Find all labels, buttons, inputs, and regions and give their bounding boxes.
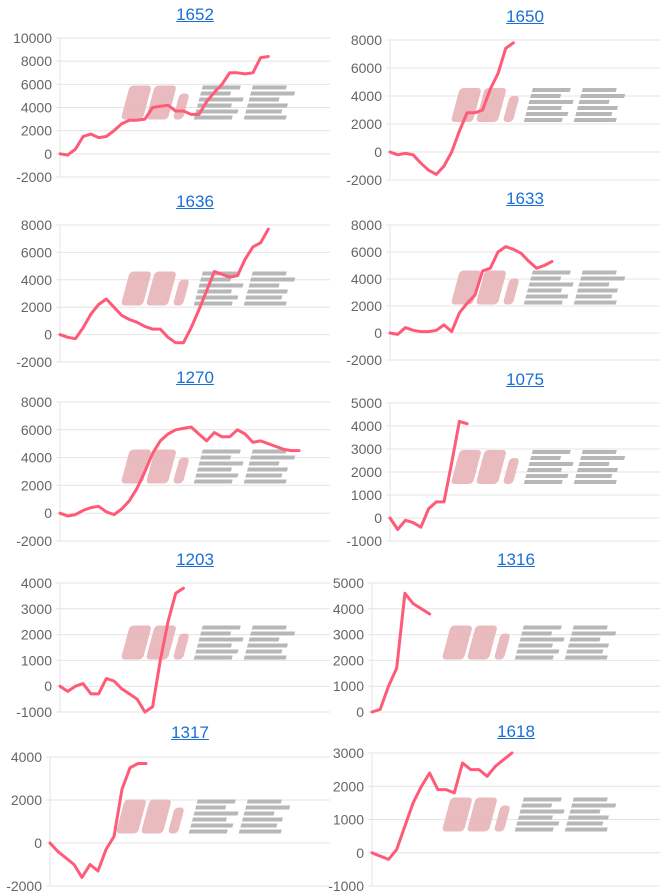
chart-title-link[interactable]: 1618 xyxy=(497,722,535,741)
chart-1317: 4000 2000 0 -2000 xyxy=(6,749,330,894)
y-tick-label: -2000 xyxy=(16,533,52,549)
y-tick-label: 2000 xyxy=(333,652,364,668)
watermark-logo xyxy=(442,625,617,660)
y-tick-label: 6000 xyxy=(351,244,382,260)
y-tick-label: 0 xyxy=(34,835,42,851)
y-tick-label: 0 xyxy=(356,845,364,861)
y-tick-label: 0 xyxy=(44,327,52,343)
chart-title-link[interactable]: 1316 xyxy=(497,550,535,569)
chart-1075: 5000 4000 3000 2000 1000 0 -1000 xyxy=(346,395,660,549)
y-tick-label: 8000 xyxy=(21,394,52,410)
series-line xyxy=(58,55,270,157)
watermark-logo xyxy=(121,449,296,484)
y-tick-label: 2000 xyxy=(351,298,382,314)
y-tick-label: 8000 xyxy=(21,217,52,233)
y-tick-label: 0 xyxy=(44,505,52,521)
watermark-logo xyxy=(451,88,626,122)
chart-title-link[interactable]: 1650 xyxy=(506,7,544,26)
chart-1203: 4000 3000 2000 1000 0 -1000 xyxy=(16,575,330,720)
y-tick-label: 2000 xyxy=(21,627,52,643)
y-tick-label: 1000 xyxy=(333,812,364,828)
y-tick-label: 3000 xyxy=(333,627,364,643)
y-tick-label: 3000 xyxy=(333,745,364,761)
y-tick-label: -2000 xyxy=(346,172,382,188)
y-tick-label: 4000 xyxy=(351,271,382,287)
chart-title-link[interactable]: 1633 xyxy=(506,189,544,208)
y-tick-label: -2000 xyxy=(6,878,42,894)
y-tick-label: 4000 xyxy=(21,272,52,288)
y-tick-label: 4000 xyxy=(333,601,364,617)
watermark-logo xyxy=(121,625,296,660)
series-line xyxy=(388,245,554,336)
y-tick-label: 1000 xyxy=(333,678,364,694)
y-tick-label: 1000 xyxy=(351,487,382,503)
y-tick-label: 0 xyxy=(374,144,382,160)
y-tick-label: 2000 xyxy=(11,792,42,808)
y-tick-label: 2000 xyxy=(21,477,52,493)
y-tick-label: 4000 xyxy=(351,418,382,434)
watermark-logo xyxy=(451,270,626,305)
y-tick-label: 4000 xyxy=(21,450,52,466)
y-tick-label: 0 xyxy=(356,704,364,720)
chart-title-link[interactable]: 1075 xyxy=(506,370,544,389)
y-tick-label: 3000 xyxy=(21,601,52,617)
series-line xyxy=(370,591,432,714)
y-tick-label: -2000 xyxy=(16,354,52,370)
chart-title-link[interactable]: 1203 xyxy=(176,550,214,569)
watermark-logo xyxy=(116,799,291,834)
chart-1650: 8000 6000 4000 2000 0 -2000 xyxy=(346,32,660,188)
y-tick-label: 0 xyxy=(374,325,382,341)
chart-1618: 3000 2000 1000 0 -1000 xyxy=(328,745,660,894)
y-tick-label: 0 xyxy=(44,678,52,694)
series-line xyxy=(58,425,301,518)
y-tick-label: 2000 xyxy=(351,116,382,132)
chart-1633: 8000 6000 4000 2000 0 -2000 xyxy=(346,217,660,368)
y-tick-label: 6000 xyxy=(351,60,382,76)
y-tick-label: 4000 xyxy=(21,575,52,591)
y-tick-label: 4000 xyxy=(351,88,382,104)
y-tick-label: -2000 xyxy=(346,352,382,368)
y-tick-label: 6000 xyxy=(21,422,52,438)
y-tick-label: -1000 xyxy=(16,704,52,720)
y-tick-label: 5000 xyxy=(351,395,382,411)
watermark-logo xyxy=(442,797,617,832)
y-tick-label: 1000 xyxy=(21,652,52,668)
chart-1652: 10000 8000 6000 4000 2000 0 -2000 xyxy=(13,30,330,185)
y-tick-label: 3000 xyxy=(351,441,382,457)
series-line xyxy=(370,751,514,861)
y-tick-label: 0 xyxy=(44,146,52,162)
watermark-logo xyxy=(121,271,296,306)
y-tick-label: -2000 xyxy=(16,169,52,185)
chart-1316: 5000 4000 3000 2000 1000 0 xyxy=(333,575,660,720)
y-tick-label: 8000 xyxy=(351,217,382,233)
y-tick-label: 10000 xyxy=(13,30,52,46)
y-tick-label: 2000 xyxy=(333,778,364,794)
y-tick-label: 6000 xyxy=(21,244,52,260)
chart-title-link[interactable]: 1317 xyxy=(171,723,209,742)
chart-title-link[interactable]: 1652 xyxy=(176,5,214,24)
y-tick-label: 2000 xyxy=(21,299,52,315)
y-tick-label: 2000 xyxy=(351,464,382,480)
y-tick-label: -1000 xyxy=(346,533,382,549)
y-tick-label: -1000 xyxy=(328,878,364,894)
watermark-logo xyxy=(451,450,626,484)
chart-title-link[interactable]: 1636 xyxy=(176,192,214,211)
y-tick-label: 8000 xyxy=(21,53,52,69)
chart-title-link[interactable]: 1270 xyxy=(176,368,214,387)
series-line xyxy=(58,227,270,345)
y-tick-label: 6000 xyxy=(21,76,52,92)
chart-1636: 8000 6000 4000 2000 0 -2000 xyxy=(16,217,330,370)
chart-1270: 8000 6000 4000 2000 0 -2000 xyxy=(16,394,330,549)
y-tick-label: 4000 xyxy=(11,749,42,765)
y-tick-label: 8000 xyxy=(351,32,382,48)
y-tick-label: 5000 xyxy=(333,575,364,591)
y-tick-label: 0 xyxy=(374,510,382,526)
y-tick-label: 4000 xyxy=(21,100,52,116)
y-tick-label: 2000 xyxy=(21,123,52,139)
